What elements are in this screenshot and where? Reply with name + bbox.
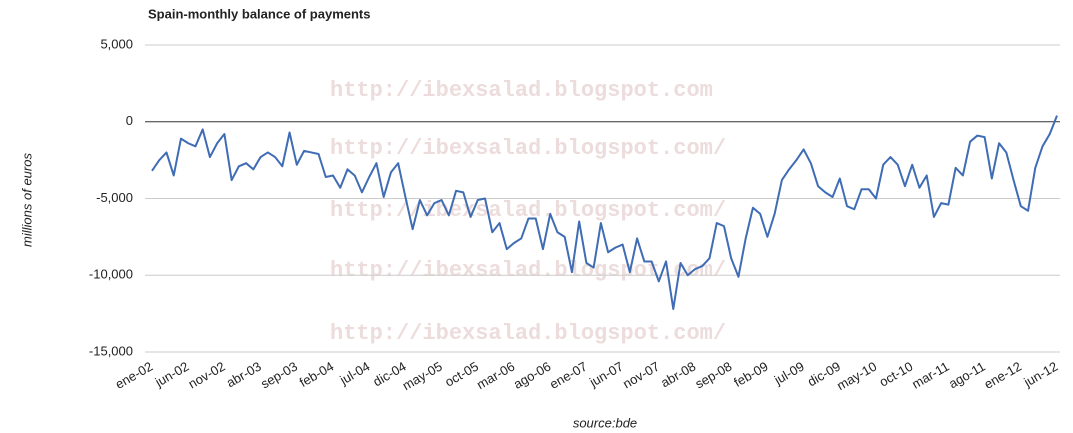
- x-tick-label: jul-09: [771, 359, 807, 388]
- x-tick-label: mar-06: [474, 359, 517, 393]
- watermark: http://ibexsalad.blogspot.com/: [330, 321, 726, 346]
- x-tick-label: ago-06: [511, 359, 554, 392]
- x-tick-label: nov-07: [620, 359, 662, 392]
- x-tick-label: mar-11: [909, 359, 951, 392]
- x-tick-label: may-10: [834, 359, 879, 394]
- x-tick-label: abr-08: [658, 359, 698, 391]
- x-tick-label: sep-03: [258, 359, 300, 392]
- x-tick-label: oct-10: [877, 359, 916, 390]
- x-tick-label: feb-04: [297, 359, 336, 390]
- y-tick-label: 0: [126, 113, 133, 128]
- x-tick-label: abr-03: [224, 359, 264, 391]
- x-tick-label: jun-07: [586, 359, 626, 391]
- y-tick-label: 5,000: [100, 36, 133, 51]
- watermark: http://ibexsalad.blogspot.com/: [330, 136, 726, 161]
- x-tick-label: sep-08: [692, 359, 734, 392]
- x-tick-label: jul-04: [337, 359, 373, 388]
- y-tick-label: -15,000: [89, 343, 133, 358]
- watermark: http://ibexsalad.blogspot.com: [330, 78, 713, 103]
- x-tick-label: ene-02: [113, 359, 156, 392]
- chart-title: Spain-monthly balance of payments: [148, 6, 371, 21]
- y-tick-label: -10,000: [89, 267, 133, 282]
- y-tick-label: -5,000: [96, 190, 133, 205]
- x-tick-label: ene-07: [547, 359, 590, 392]
- data-line: [151, 115, 1058, 311]
- x-tick-label: feb-09: [731, 359, 770, 390]
- x-axis-label: source:bde: [573, 415, 637, 430]
- x-tick-label: ago-11: [946, 359, 988, 392]
- y-axis-label: millions of euros: [19, 153, 34, 247]
- x-tick-label: jun-02: [152, 359, 192, 391]
- x-tick-label: may-05: [400, 359, 445, 394]
- x-tick-label: oct-05: [442, 359, 481, 390]
- x-tick-label: nov-02: [186, 359, 228, 392]
- x-tick-label: ene-12: [981, 359, 1024, 392]
- x-tick-label: jun-12: [1021, 359, 1061, 391]
